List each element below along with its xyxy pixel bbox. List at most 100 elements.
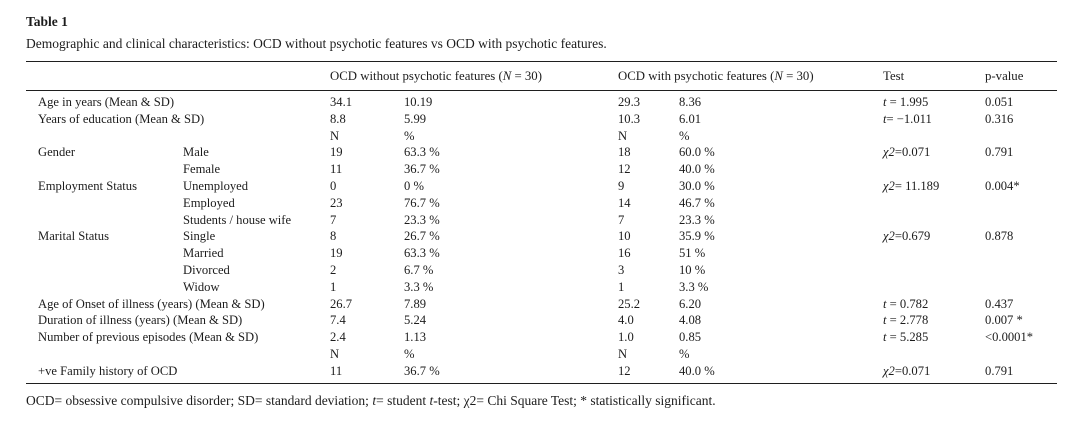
cell-group-a-n: 19 (330, 246, 343, 261)
group-a-header-suffix: = 30) (511, 68, 542, 83)
cell-test (883, 245, 985, 262)
cell-group-a-n: 26.7 (330, 296, 353, 311)
test-statistic-symbol: χ2 (883, 178, 895, 193)
cell-row-label (26, 212, 183, 229)
cell-pvalue (985, 128, 1057, 145)
cell-group-a-n: N (330, 128, 340, 143)
cell-group-a-percent: 76.7 % (404, 195, 440, 210)
cell-pvalue: 0.878 (985, 229, 1014, 244)
cell-row-label: Marital Status (38, 229, 110, 244)
cell-group-b-percent: 46.7 % (679, 195, 715, 210)
cell-row-sublabel: Married (183, 246, 224, 261)
cell-group-b-percent: 35.9 % (679, 229, 715, 244)
group-b-header-n: N (774, 68, 783, 83)
cell-test: t= −1.011 (883, 111, 985, 128)
test-statistic-symbol: t (883, 330, 887, 345)
cell-test (883, 212, 985, 229)
cell-group-a-n: 11 (330, 363, 343, 378)
table-row: Female 11 36.7 % 12 40.0 % (26, 161, 1057, 178)
cell-group-a-percent: 7.89 (404, 296, 427, 311)
cell-test: t = 1.995 (883, 91, 985, 111)
cell-group-b-percent: 10 % (679, 262, 706, 277)
table-caption: Demographic and clinical characteristics… (26, 36, 607, 51)
cell-row-sublabel (183, 128, 330, 145)
cell-test: χ2= 11.189 (883, 178, 985, 195)
cell-pvalue (985, 245, 1057, 262)
cell-group-b-percent: % (679, 346, 690, 361)
test-statistic-value: =0.679 (894, 229, 931, 244)
cell-group-b-n: 16 (618, 246, 631, 261)
group-b-header-text: OCD with psychotic features ( (618, 68, 775, 83)
cell-group-b-n: 18 (618, 145, 631, 160)
cell-row-label (26, 245, 183, 262)
header-row: OCD without psychotic features (N = 30) … (26, 61, 1058, 91)
cell-row-sublabel (183, 363, 330, 383)
cell-group-a-n: 8.8 (330, 111, 346, 126)
cell-pvalue: 0.791 (985, 145, 1014, 160)
cell-row-label: Number of previous episodes (Mean & SD) (38, 330, 259, 345)
cell-test (883, 346, 985, 363)
table-row: Gender Male 19 63.3 % 18 60.0 % χ2=0.071… (26, 144, 1057, 161)
column-header-test: Test (883, 61, 986, 91)
cell-group-b-n: 9 (618, 178, 625, 193)
cell-row-label: Age of Onset of illness (years) (Mean & … (38, 296, 265, 311)
cell-group-b-n: 12 (618, 363, 631, 378)
footnote: OCD= obsessive compulsive disorder; SD= … (26, 392, 1057, 409)
cell-test: χ2=0.071 (883, 144, 985, 161)
cell-pvalue (985, 279, 1057, 296)
cell-row-sublabel: Widow (183, 279, 220, 294)
cell-group-b-percent: 51 % (679, 246, 706, 261)
test-statistic-symbol: χ2 (883, 229, 895, 244)
test-statistic-symbol: t (883, 95, 887, 109)
cell-group-b-n: 4.0 (618, 313, 634, 328)
cell-row-label: +ve Family history of OCD (38, 363, 178, 378)
table-row: Years of education (Mean & SD) 8.8 5.99 … (26, 111, 1057, 128)
table-row: Divorced 2 6.7 % 3 10 % (26, 262, 1057, 279)
cell-group-a-n: 8 (330, 229, 337, 244)
table-row: Married 19 63.3 % 16 51 % (26, 245, 1057, 262)
footnote-italic-segment: t (372, 392, 377, 408)
cell-group-b-n: 7 (618, 212, 625, 227)
footnote-segment: -test; χ2= Chi Square Test; * statistica… (433, 392, 716, 408)
test-statistic-value: = 1.995 (886, 95, 929, 109)
cell-row-sublabel: Divorced (183, 262, 230, 277)
cell-group-b-percent: 23.3 % (679, 212, 715, 227)
cell-group-a-percent: % (404, 346, 415, 361)
cell-test: χ2=0.679 (883, 228, 985, 245)
column-header-ocd-with-psychotic: OCD with psychotic features (N = 30) (618, 61, 884, 91)
table-row: Age in years (Mean & SD) 34.1 10.19 29.3… (26, 91, 1057, 111)
cell-row-sublabel: Employed (183, 195, 235, 210)
cell-row-label (26, 279, 183, 296)
test-statistic-value: =0.071 (894, 363, 931, 378)
cell-row-label (26, 128, 183, 145)
test-statistic-symbol: t (883, 111, 887, 126)
cell-pvalue: 0.007 * (985, 313, 1023, 328)
table-row: N % N % (26, 128, 1057, 145)
table-row: N % N % (26, 346, 1057, 363)
cell-row-sublabel: Unemployed (183, 178, 249, 193)
cell-group-b-percent: 6.01 (679, 111, 702, 126)
cell-test (883, 161, 985, 178)
table-row: Employment Status Unemployed 0 0 % 9 30.… (26, 178, 1057, 195)
cell-group-a-percent: 5.99 (404, 111, 427, 126)
cell-group-a-n: 0 (330, 178, 337, 193)
cell-test (883, 195, 985, 212)
cell-row-label: Age in years (Mean & SD) (38, 95, 175, 109)
cell-pvalue: 0.004* (985, 178, 1020, 193)
cell-row-sublabel: Single (183, 229, 216, 244)
cell-test (883, 279, 985, 296)
table-label: Table 1 (26, 14, 68, 29)
cell-test: t = 0.782 (883, 296, 985, 313)
cell-group-b-percent: % (679, 128, 690, 143)
cell-group-a-percent: % (404, 128, 415, 143)
cell-row-label: Years of education (Mean & SD) (38, 111, 205, 126)
cell-group-a-n: 7 (330, 212, 337, 227)
cell-row-sublabel: Students / house wife (183, 212, 292, 227)
cell-group-b-n: 10.3 (618, 111, 641, 126)
header-empty-cell (26, 61, 330, 91)
cell-row-label (26, 161, 183, 178)
test-statistic-symbol: χ2 (883, 363, 895, 378)
cell-row-label (26, 195, 183, 212)
test-statistic-value: = 5.285 (886, 330, 929, 345)
cell-group-a-n: N (330, 346, 340, 361)
